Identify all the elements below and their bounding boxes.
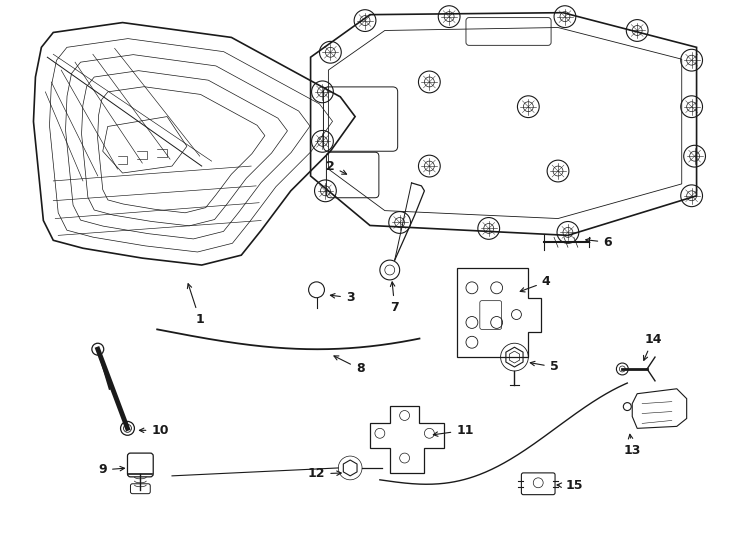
Circle shape: [92, 343, 103, 355]
Text: 1: 1: [187, 284, 204, 326]
Text: 12: 12: [308, 468, 341, 481]
Text: 6: 6: [586, 236, 612, 249]
Text: 9: 9: [98, 463, 125, 476]
Text: 3: 3: [330, 291, 355, 304]
Circle shape: [120, 421, 134, 435]
Text: 10: 10: [139, 424, 169, 437]
Text: 15: 15: [557, 480, 583, 492]
Text: 5: 5: [530, 361, 559, 374]
Text: 7: 7: [390, 282, 399, 314]
Text: 13: 13: [624, 434, 641, 457]
Text: 11: 11: [433, 424, 473, 437]
Text: 2: 2: [326, 160, 346, 174]
Text: 14: 14: [644, 333, 662, 360]
Text: 4: 4: [520, 275, 550, 292]
Text: 8: 8: [334, 356, 364, 375]
